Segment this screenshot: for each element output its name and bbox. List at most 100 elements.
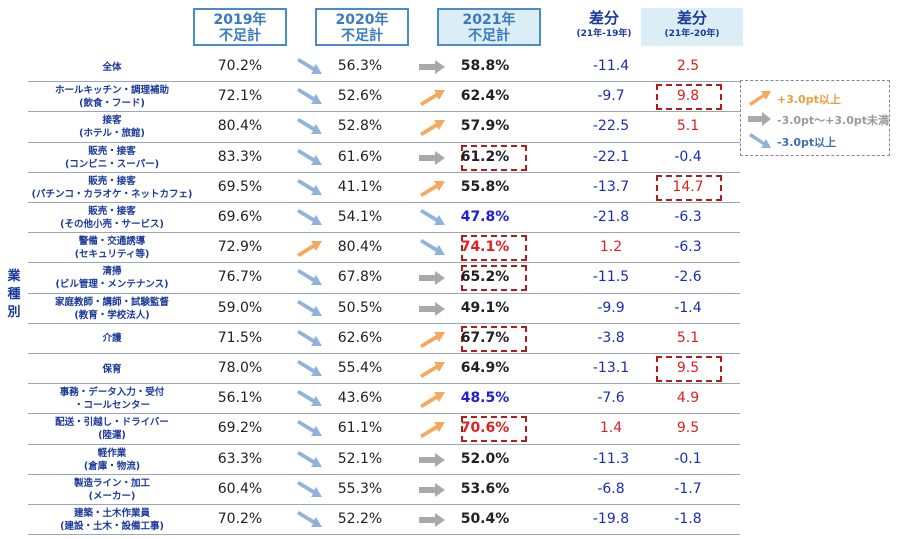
row-label-line: ホールキッチン・調理補助	[54, 85, 169, 97]
value-2021: 67.7%	[460, 329, 510, 346]
value-2019: 71.5%	[217, 329, 263, 346]
legend-label-down: -3.0pt以上	[777, 136, 837, 149]
row-label: ホールキッチン・調理補助 (飲食・フード)	[28, 84, 196, 110]
value-2021: 52.0%	[460, 450, 510, 467]
value-2021: 64.9%	[460, 360, 510, 377]
arrow-down-icon	[749, 133, 771, 148]
value-2020: 55.4%	[337, 360, 383, 377]
row-label-line: 製造ライン・加工	[73, 477, 150, 489]
arrow-up-icon	[417, 117, 447, 137]
diff-21-19: -7.6	[597, 390, 625, 407]
value-2019: 56.1%	[217, 390, 263, 407]
header-2020-year: 2020年	[335, 12, 389, 28]
table-row: 軽作業 (倉庫・物流) 63.3% 52.1% 52.0% -11.3 -0.1	[28, 445, 740, 475]
arrow-down-icon	[294, 178, 324, 198]
arrow-down-icon	[294, 87, 324, 107]
row-label-line: 販売・接客	[88, 145, 136, 157]
highlight-box-2021	[461, 325, 527, 352]
arrow-down-icon	[294, 117, 324, 137]
value-2021: 65.2%	[460, 269, 510, 286]
highlight-box-2021	[461, 416, 527, 443]
header-diff-21-20: 差分 (21年-20年)	[641, 8, 743, 46]
value-2019: 78.0%	[217, 360, 263, 377]
table-row: 配送・引越し・ドライバー (陸運) 69.2% 61.1% 70.6% 1.4 9.5	[28, 414, 740, 445]
value-2020: 56.3%	[337, 58, 383, 75]
header-2021-sub: 不足計	[468, 28, 510, 44]
value-2020: 55.3%	[337, 480, 383, 497]
value-2021: 49.1%	[460, 299, 510, 316]
row-divider	[28, 534, 740, 536]
diff-21-20: 4.9	[676, 390, 700, 407]
row-label-line: (その他小売・サービス)	[60, 219, 164, 231]
row-label-line: (倉庫・物流)	[83, 460, 141, 472]
row-divider	[28, 262, 740, 264]
diff-21-20: -6.3	[674, 239, 702, 256]
table-row: 販売・接客 (パチンコ・カラオケ・ネットカフェ) 69.5% 41.1% 55.8% -1…	[28, 173, 740, 203]
legend: +3.0pt以上 -3.0pt～+3.0pt未満 -3.0pt以上	[740, 80, 890, 156]
highlight-box-diff	[656, 84, 722, 111]
value-2020: 61.1%	[337, 420, 383, 437]
row-label: 軽作業 (倉庫・物流)	[28, 447, 196, 473]
arrow-down-icon	[294, 299, 324, 319]
row-label: 販売・接客 (コンビニ・スーパー)	[28, 145, 196, 171]
value-2021: 47.8%	[460, 209, 510, 226]
value-2020: 54.1%	[337, 209, 383, 226]
value-2019: 70.2%	[217, 511, 263, 528]
row-label: 警備・交通誘導 (セキュリティ等)	[28, 235, 196, 261]
row-label: 事務・データ入力・受付 ・コールセンター	[28, 386, 196, 412]
diff-21-19: -9.7	[597, 88, 625, 105]
value-2019: 59.0%	[217, 299, 263, 316]
row-label: 接客 (ホテル・旅館)	[28, 114, 196, 140]
diff-21-20: -0.4	[674, 148, 702, 165]
arrow-down-icon	[294, 389, 324, 409]
side-label-industry: 業 種 別	[4, 268, 24, 322]
row-divider	[28, 201, 740, 203]
legend-item-down: -3.0pt以上	[747, 132, 897, 150]
row-divider	[28, 503, 740, 505]
arrow-flat-icon	[417, 450, 447, 470]
row-label-line: 家庭教師・講師・試験監督	[54, 296, 169, 308]
header-2019-year: 2019年	[213, 12, 267, 28]
value-2020: 61.6%	[337, 148, 383, 165]
header-diff1-sub: (21年-19年)	[576, 29, 632, 39]
arrow-flat-icon	[417, 510, 447, 530]
diff-21-19: -22.1	[592, 148, 630, 165]
diff-21-19: -6.8	[597, 480, 625, 497]
row-label-line: 介護	[102, 333, 122, 345]
diff-21-19: 1.2	[599, 239, 623, 256]
header-2021-year: 2021年	[462, 12, 516, 28]
arrow-up-icon	[749, 91, 771, 106]
header-2020-sub: 不足計	[341, 28, 383, 44]
header-diff1-title: 差分	[588, 9, 619, 27]
row-label: 建築・土木作業員 (建設・土木・設備工事)	[28, 507, 196, 533]
row-label-line: 販売・接客	[88, 175, 136, 187]
value-2019: 72.9%	[217, 239, 263, 256]
diff-21-20: 5.1	[676, 329, 700, 346]
row-label: 保育	[28, 363, 196, 376]
diff-21-19: -19.8	[592, 511, 630, 528]
row-divider	[28, 292, 740, 294]
legend-item-up: +3.0pt以上	[747, 89, 897, 107]
diff-21-20: -1.7	[674, 480, 702, 497]
diff-21-19: -13.7	[592, 178, 630, 195]
diff-21-19: -3.8	[597, 329, 625, 346]
value-2019: 60.4%	[217, 480, 263, 497]
row-label-line: (ホテル・旅館)	[79, 128, 145, 140]
table-row: ホールキッチン・調理補助 (飲食・フード) 72.1% 52.6% 62.4% -9.7 9…	[28, 82, 740, 113]
diff-21-20: 2.5	[676, 58, 700, 75]
row-divider	[28, 171, 740, 173]
highlight-box-diff	[656, 174, 722, 201]
legend-item-flat: -3.0pt～+3.0pt未満	[747, 110, 897, 128]
value-2021: 58.8%	[460, 58, 510, 75]
arrow-flat-icon	[417, 57, 447, 77]
value-2020: 67.8%	[337, 269, 383, 286]
diff-21-20: 5.1	[676, 118, 700, 135]
row-label-line: 配送・引越し・ドライバー	[55, 417, 169, 429]
arrow-flat-icon	[417, 299, 447, 319]
value-2020: 52.2%	[337, 511, 383, 528]
arrow-flat-icon	[417, 148, 447, 168]
arrow-down-icon	[294, 480, 324, 500]
row-label-line: 清掃	[102, 266, 122, 278]
diff-21-19: -11.3	[592, 450, 630, 467]
